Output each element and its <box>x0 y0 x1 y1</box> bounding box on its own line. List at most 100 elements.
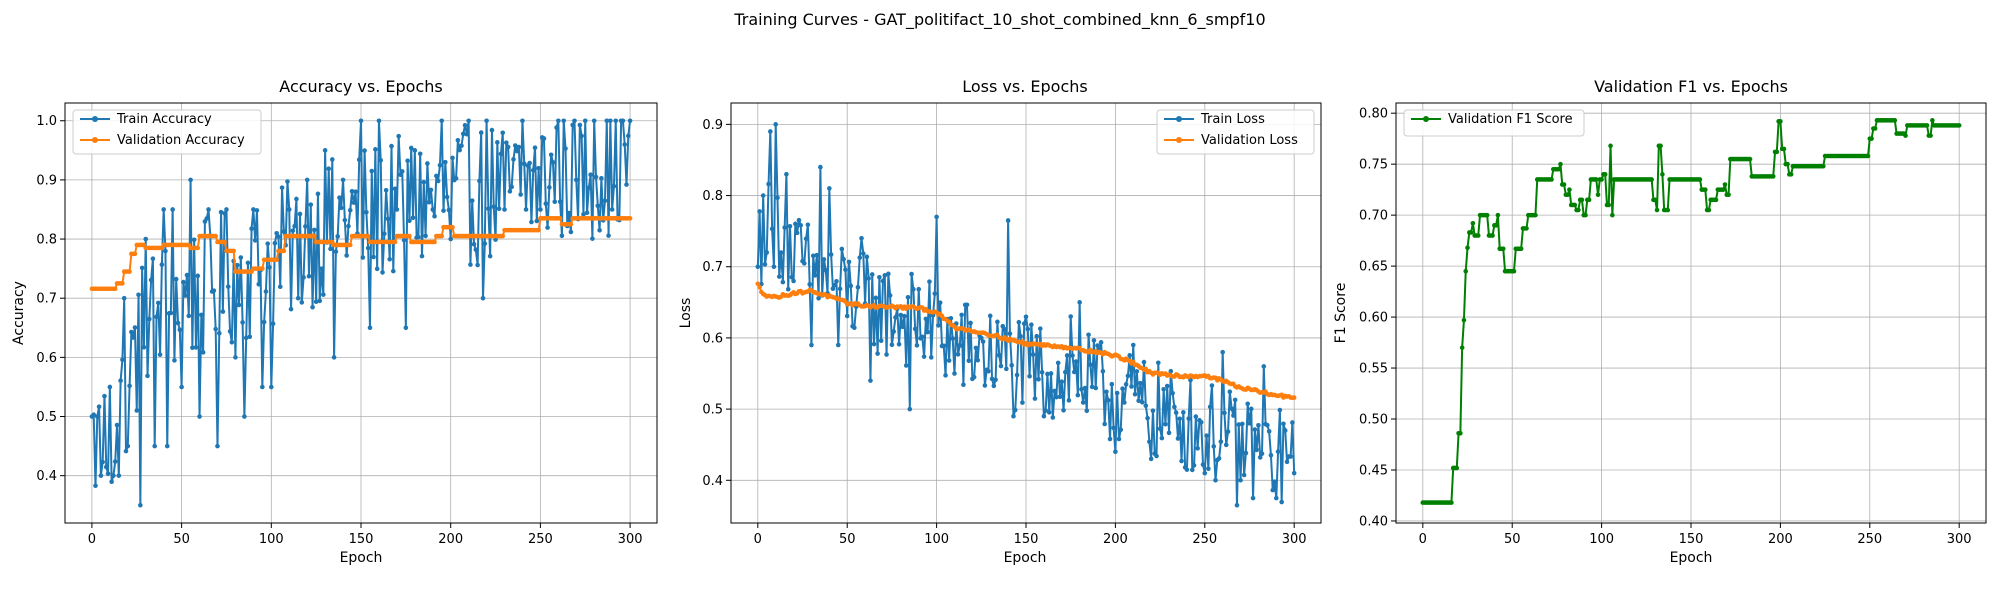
data-point-validation-f1-score <box>1785 161 1790 167</box>
data-point-train-loss <box>880 278 886 284</box>
data-point-train-loss <box>1011 413 1016 419</box>
data-point-train-accuracy <box>243 335 249 341</box>
data-point-train-accuracy <box>552 199 558 205</box>
data-point-train-loss <box>986 368 991 374</box>
data-point-train-accuracy <box>148 277 154 283</box>
data-point-train-loss <box>923 316 929 322</box>
data-point-validation-f1-score <box>1606 202 1612 208</box>
data-point-validation-f1-score <box>1652 197 1658 203</box>
data-point-train-loss <box>1093 385 1099 391</box>
data-point-train-accuracy <box>234 262 240 268</box>
data-point-train-loss <box>798 222 804 228</box>
data-point-train-loss <box>878 338 884 344</box>
data-point-train-loss <box>1130 342 1136 348</box>
data-point-train-loss <box>1086 332 1091 338</box>
data-point-train-loss <box>1113 449 1118 455</box>
data-point-train-loss <box>832 282 837 288</box>
data-point-train-accuracy <box>94 414 100 419</box>
data-point-train-accuracy <box>536 165 541 171</box>
data-point-train-accuracy <box>577 122 583 128</box>
data-point-train-accuracy <box>516 144 522 150</box>
data-point-validation-accuracy <box>112 286 118 292</box>
data-point-train-accuracy <box>286 207 292 212</box>
data-point-train-accuracy <box>561 118 567 124</box>
data-point-train-accuracy <box>466 118 471 124</box>
data-point-train-loss <box>1089 384 1095 390</box>
data-point-train-accuracy <box>143 236 149 242</box>
data-point-train-accuracy <box>443 159 448 165</box>
data-point-validation-loss <box>757 284 762 290</box>
data-point-train-loss <box>1120 386 1125 391</box>
data-point-validation-f1-score <box>1468 230 1474 235</box>
data-point-train-loss <box>1216 456 1222 461</box>
data-point-train-accuracy <box>477 178 482 184</box>
data-point-train-loss <box>1150 408 1156 414</box>
data-point-train-loss <box>1232 397 1238 403</box>
y-axis-label: F1 Score <box>1333 283 1349 344</box>
data-point-train-accuracy <box>254 208 260 213</box>
data-point-train-loss <box>1029 322 1034 328</box>
data-point-train-loss <box>1181 410 1186 415</box>
data-point-train-accuracy <box>504 140 509 145</box>
data-point-train-loss <box>764 250 770 255</box>
data-point-validation-f1-score <box>1722 182 1728 187</box>
data-point-validation-f1-score <box>1558 161 1563 167</box>
data-point-train-accuracy <box>177 327 183 333</box>
data-point-train-accuracy <box>557 199 563 205</box>
data-point-validation-accuracy <box>392 239 398 245</box>
x-axis-label: Epoch <box>340 550 383 566</box>
data-point-train-accuracy <box>182 293 188 298</box>
y-tick-label: 0.75 <box>1359 158 1388 173</box>
data-point-validation-f1-score <box>1781 146 1787 152</box>
data-point-validation-f1-score <box>1665 207 1671 213</box>
data-point-train-accuracy <box>346 223 351 229</box>
data-point-train-accuracy <box>376 118 382 124</box>
data-point-train-loss <box>1054 394 1059 400</box>
data-point-train-accuracy <box>335 234 340 239</box>
data-point-train-loss <box>778 250 784 255</box>
data-point-validation-f1-score <box>1660 172 1665 177</box>
y-axis-label: Accuracy <box>11 281 27 345</box>
data-point-train-accuracy <box>317 298 323 304</box>
data-point-validation-accuracy <box>365 233 371 239</box>
y-ticks: 0.4 0.5 0.6 0.7 0.8 0.9 1.0 <box>36 114 65 484</box>
data-point-train-accuracy <box>543 201 549 206</box>
data-point-train-accuracy <box>590 236 595 241</box>
data-point-validation-f1-score <box>1706 207 1712 213</box>
data-point-validation-f1-score <box>1602 172 1608 177</box>
data-point-train-loss <box>903 363 909 368</box>
y-tick-label: 0.4 <box>36 469 57 484</box>
data-point-validation-f1-score <box>1490 233 1495 238</box>
data-point-train-accuracy <box>105 471 111 476</box>
data-point-validation-f1-score <box>1720 187 1726 192</box>
data-point-train-accuracy <box>145 373 150 379</box>
data-point-train-loss <box>1268 452 1274 458</box>
data-point-validation-f1-score <box>1586 197 1592 203</box>
data-point-train-loss <box>1125 373 1131 379</box>
data-point-validation-f1-score <box>1518 246 1524 252</box>
y-tick-label: 0.9 <box>36 173 57 188</box>
data-point-train-loss <box>1100 369 1106 374</box>
data-point-validation-f1-score <box>1649 177 1654 182</box>
data-point-train-loss <box>909 271 914 277</box>
data-point-train-loss <box>1157 426 1163 431</box>
data-point-train-loss <box>1034 333 1040 339</box>
data-point-train-loss <box>1279 499 1284 505</box>
data-point-train-loss <box>975 357 981 363</box>
data-point-train-loss <box>1046 410 1052 415</box>
data-point-validation-f1-score <box>1565 192 1570 198</box>
data-point-train-accuracy <box>417 151 423 157</box>
legend-label: Train Accuracy <box>116 112 212 127</box>
data-point-validation-loss <box>1143 366 1149 372</box>
data-point-train-accuracy <box>211 288 217 293</box>
data-point-train-accuracy <box>441 208 446 213</box>
y-tick-label: 0.6 <box>36 351 57 366</box>
y-tick-label: 0.70 <box>1359 209 1388 224</box>
data-point-train-accuracy <box>353 189 358 194</box>
y-tick-label: 0.60 <box>1359 311 1388 326</box>
data-point-validation-f1-score <box>1561 182 1567 187</box>
data-point-train-accuracy <box>608 118 613 124</box>
data-point-train-loss <box>1241 472 1247 478</box>
data-point-train-loss <box>1270 487 1276 493</box>
data-point-train-accuracy <box>118 378 123 383</box>
